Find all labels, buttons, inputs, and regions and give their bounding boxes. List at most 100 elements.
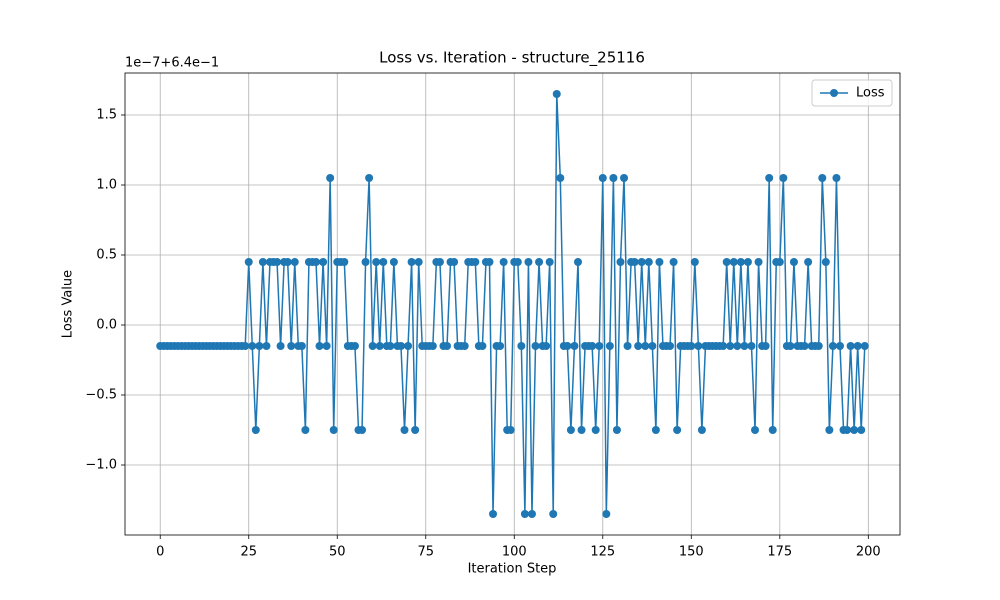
loss-point [372,258,381,266]
loss-point [404,342,413,350]
loss-point [301,426,310,434]
loss-point [312,258,321,266]
loss-point [743,258,752,266]
loss-point [789,258,798,266]
loss-point [775,258,784,266]
loss-point [375,342,384,350]
loss-point [368,342,377,350]
loss-point [506,426,515,434]
loss-point [340,258,349,266]
loss-point [485,258,494,266]
loss-point [478,342,487,350]
loss-point [747,342,756,350]
loss-point [365,174,374,182]
loss-point [258,258,267,266]
loss-point [322,342,331,350]
legend-label: Loss [856,86,885,101]
y-tick-label: 0.0 [96,318,117,333]
loss-point [276,342,285,350]
y-tick-label: 1.5 [96,108,117,123]
loss-point [566,426,575,434]
x-tick-label: 200 [856,545,881,560]
loss-point [435,258,444,266]
loss-point [697,426,706,434]
loss-point [722,258,731,266]
loss-point [634,342,643,350]
loss-point [740,342,749,350]
loss-point [804,258,813,266]
loss-point [690,258,699,266]
loss-point [779,174,788,182]
loss-point [386,342,395,350]
legend-box [811,79,893,107]
x-axis-label: Iteration Step [468,562,557,577]
loss-point [319,258,328,266]
loss-point [736,258,745,266]
loss-point [411,426,420,434]
loss-point [489,510,498,518]
loss-point [358,426,367,434]
loss-point [591,426,600,434]
loss-point [283,258,292,266]
loss-point [687,342,696,350]
y-tick-label: −0.5 [85,388,117,403]
loss-point [350,342,359,350]
loss-point [248,342,257,350]
loss-point [262,342,271,350]
x-tick-label: 100 [502,545,527,560]
loss-point [414,258,423,266]
loss-point [853,342,862,350]
chart-title: Loss vs. Iteration - structure_25116 [379,49,645,68]
loss-point [761,342,770,350]
loss-point [850,426,859,434]
loss-point [860,342,869,350]
y-tick-label: 1.0 [96,178,117,193]
loss-point [800,342,809,350]
loss-point [623,342,632,350]
y-axis-label: Loss Value [61,270,76,338]
loss-point [846,342,855,350]
loss-point [588,342,597,350]
loss-point [527,510,536,518]
loss-point [630,258,639,266]
loss-point [612,426,621,434]
loss-point [598,174,607,182]
x-tick-label: 75 [417,545,434,560]
y-offset-label: 1e−7+6.4e−1 [125,56,219,71]
loss-point [287,342,296,350]
loss-point [315,342,324,350]
loss-point [644,258,653,266]
loss-point [768,426,777,434]
loss-point [450,258,459,266]
loss-line [160,93,866,515]
loss-point [754,258,763,266]
loss-point [828,342,837,350]
loss-point [255,342,264,350]
loss-point [556,174,565,182]
loss-point [648,342,657,350]
loss-point [407,258,416,266]
loss-point [552,90,561,98]
loss-point [694,342,703,350]
loss-point [244,258,253,266]
loss-point [460,342,469,350]
loss-point [602,510,611,518]
loss-point [499,258,508,266]
x-tick-label: 0 [156,545,164,560]
loss-point [835,342,844,350]
loss-point [605,342,614,350]
loss-point [651,426,660,434]
loss-point [673,426,682,434]
loss-point [733,342,742,350]
loss-point [563,342,572,350]
loss-point [609,174,618,182]
y-tick-label: 0.5 [96,248,117,263]
loss-point [729,258,738,266]
plot-frame [124,72,901,536]
loss-point [542,342,551,350]
loss-point [379,258,388,266]
loss-point [843,426,852,434]
loss-point [290,258,299,266]
